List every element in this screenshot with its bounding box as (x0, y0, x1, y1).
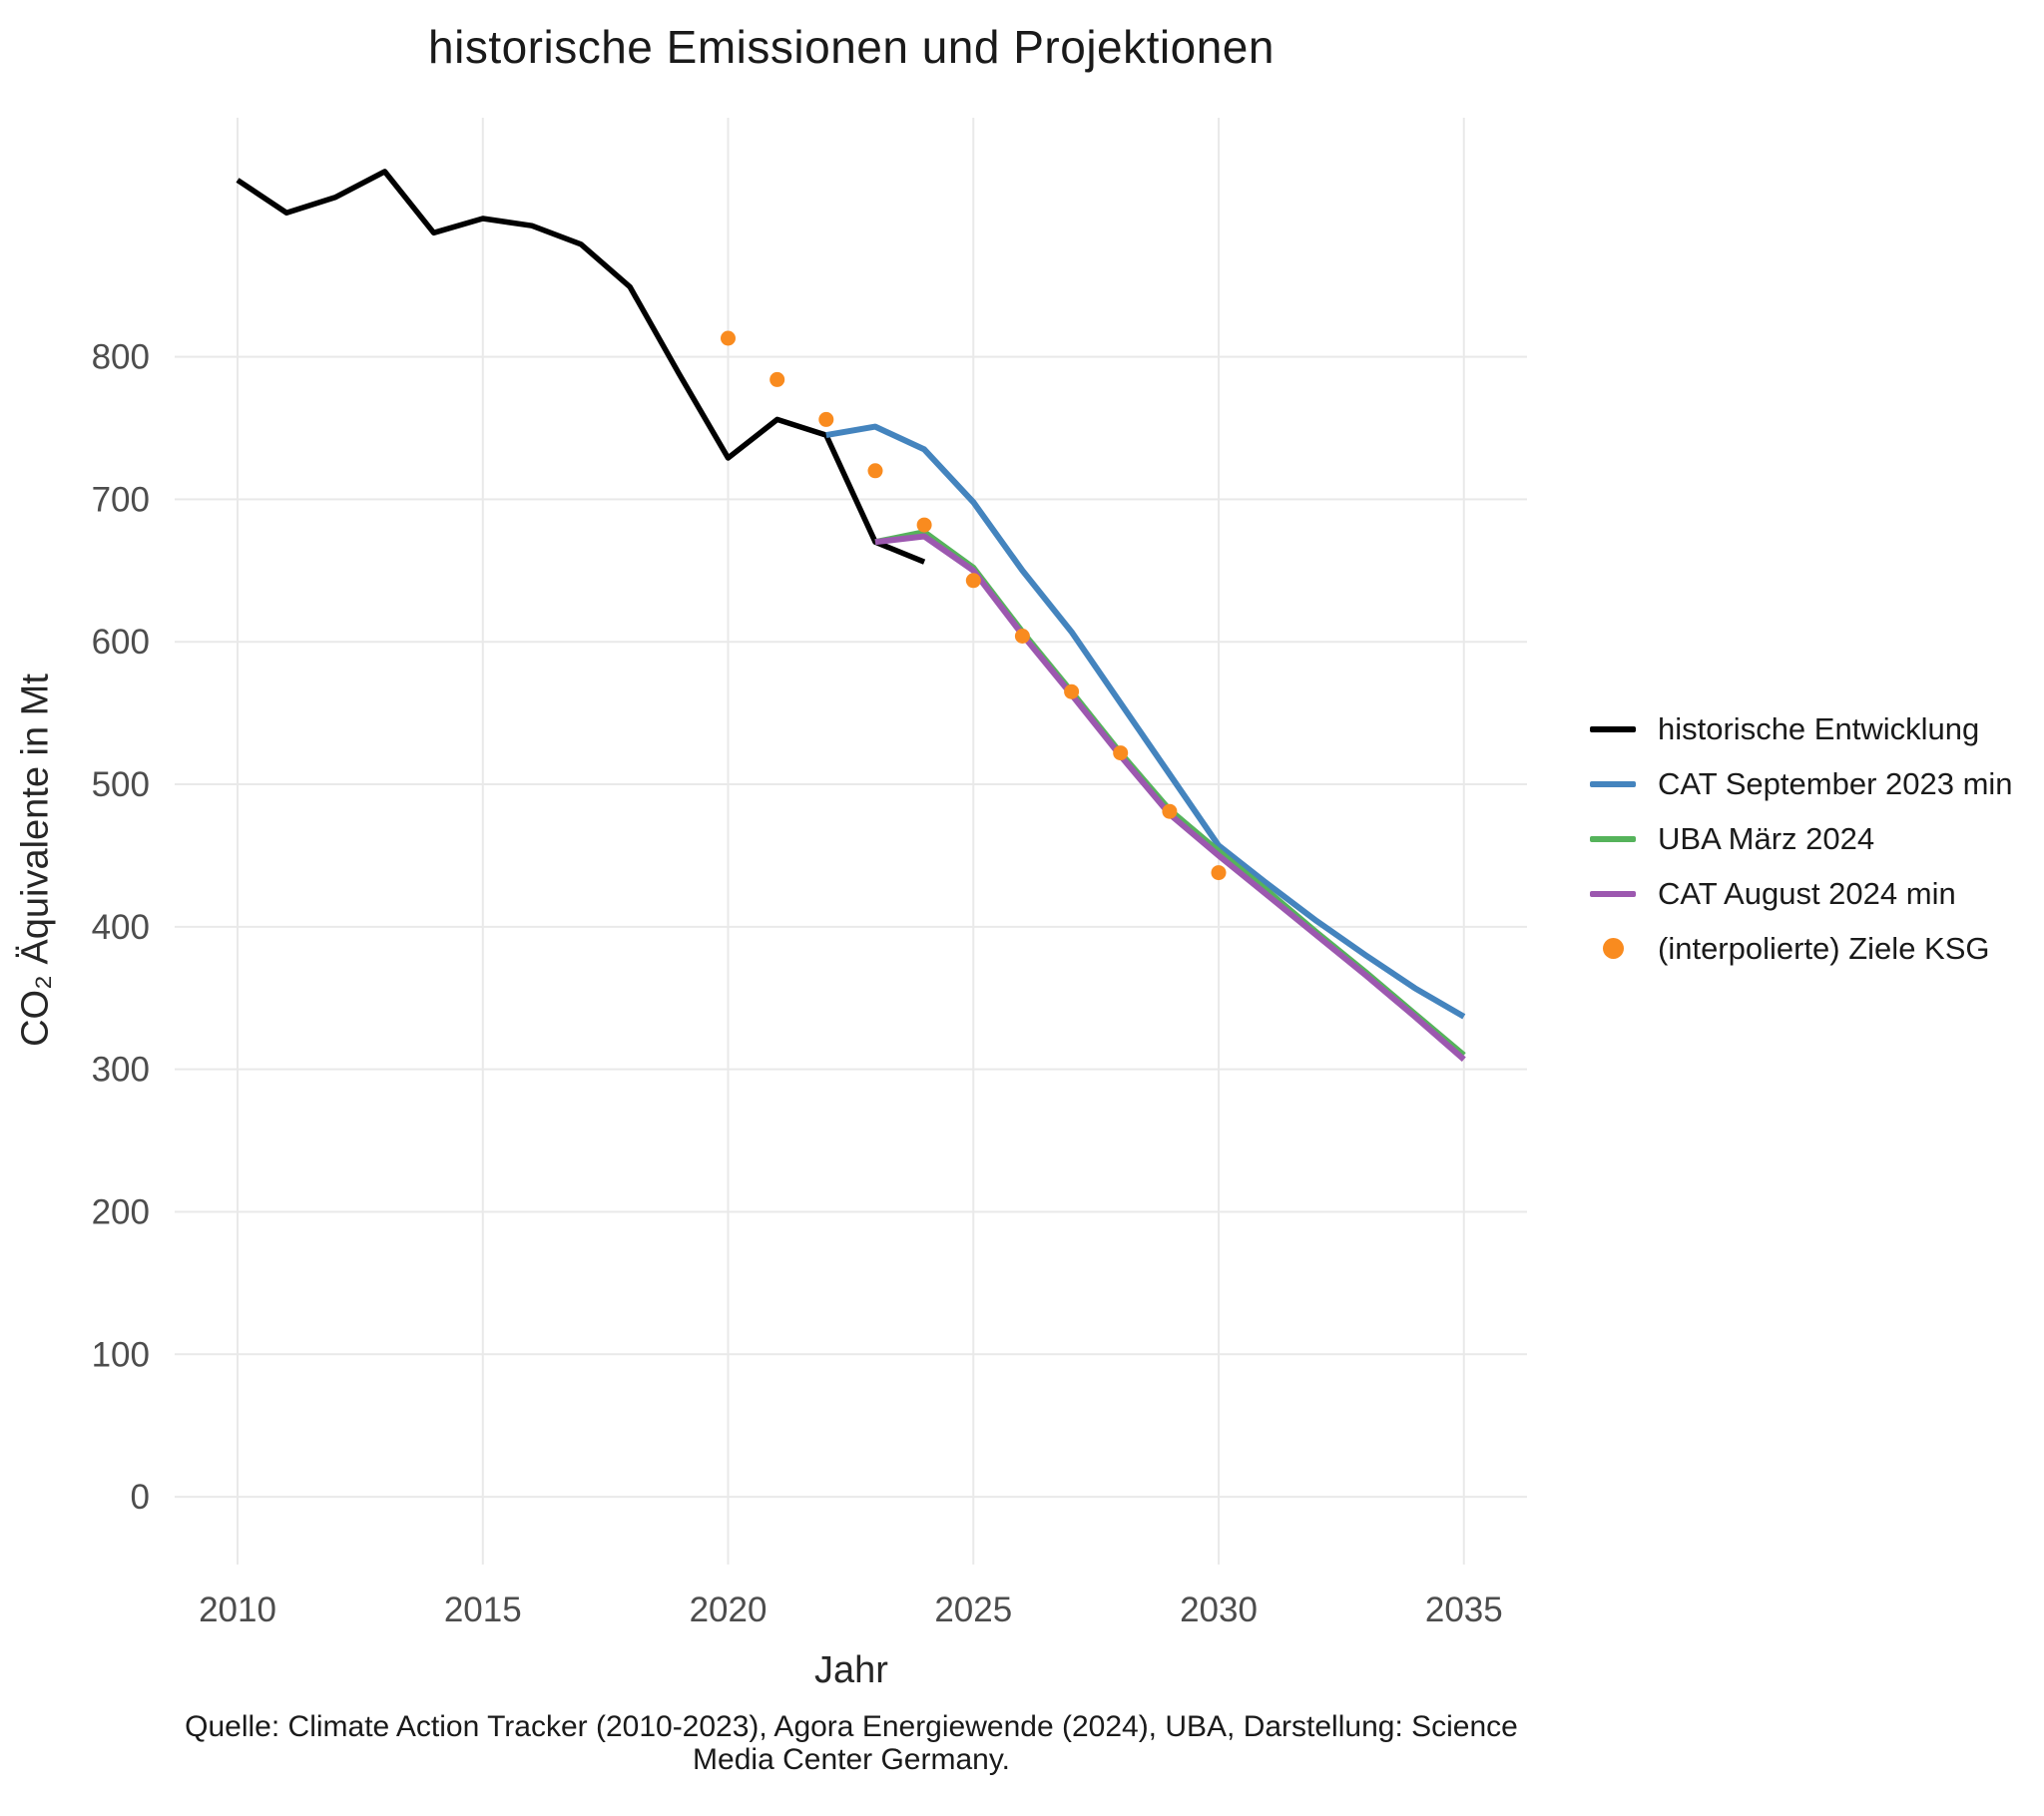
y-tick-label: 400 (92, 908, 150, 947)
legend-label: CAT August 2024 min (1658, 875, 1956, 911)
y-tick-label: 300 (92, 1051, 150, 1090)
legend-label: CAT September 2023 min (1658, 765, 2013, 801)
legend-item-cat-september-2023: CAT September 2023 min (1590, 756, 2013, 811)
legend: historische Entwicklung CAT September 20… (1590, 701, 2013, 976)
y-tick-label: 500 (92, 765, 150, 804)
y-tick-label: 600 (92, 623, 150, 662)
y-tick-label: 800 (92, 338, 150, 377)
dot-swatch-icon (1590, 938, 1636, 959)
y-axis-title: CO₂ Äquivalente in Mt (14, 674, 57, 1047)
source-caption: Quelle: Climate Action Tracker (2010-202… (175, 1710, 1528, 1776)
ksg-target-point (769, 371, 785, 387)
line-swatch-icon (1590, 890, 1636, 897)
ksg-target-point (1211, 865, 1227, 881)
ksg-target-point (965, 573, 981, 589)
ksg-target-point (818, 411, 834, 427)
series-uba-märz-2024 (874, 529, 1466, 1058)
line-swatch-icon (1590, 780, 1636, 787)
x-tick-label: 2020 (690, 1590, 767, 1629)
x-tick-label: 2035 (1425, 1590, 1503, 1629)
series-cat-september-2023-min (825, 423, 1466, 1020)
legend-item-cat-august-2024: CAT August 2024 min (1590, 866, 2013, 921)
legend-item-historische-entwicklung: historische Entwicklung (1590, 701, 2013, 756)
legend-item-uba-maerz-2024: UBA März 2024 (1590, 811, 2013, 866)
legend-item-ziele-ksg: (interpolierte) Ziele KSG (1590, 921, 2013, 976)
y-tick-label: 0 (131, 1478, 150, 1517)
ksg-target-point (1064, 683, 1080, 699)
x-tick-label: 2030 (1180, 1590, 1258, 1629)
legend-label: UBA März 2024 (1658, 820, 1875, 856)
ksg-target-point (1113, 745, 1129, 761)
y-tick-label: 100 (92, 1335, 150, 1374)
ksg-target-point (916, 517, 932, 533)
x-axis-title: Jahr (814, 1649, 888, 1691)
line-swatch-icon (1590, 725, 1636, 732)
y-tick-label: 200 (92, 1192, 150, 1231)
legend-label: historische Entwicklung (1658, 710, 1980, 746)
ksg-target-point (721, 330, 736, 346)
x-tick-label: 2015 (444, 1590, 522, 1629)
legend-label: (interpolierte) Ziele KSG (1658, 930, 1990, 966)
line-swatch-icon (1590, 835, 1636, 842)
x-tick-label: 2025 (934, 1590, 1012, 1629)
ksg-target-point (1014, 629, 1030, 644)
caption-line-1: Quelle: Climate Action Tracker (2010-202… (185, 1710, 1518, 1743)
series-cat-august-2024-min (874, 533, 1466, 1062)
caption-line-2: Media Center Germany. (693, 1743, 1010, 1776)
ksg-target-point (1162, 803, 1178, 819)
series-historische-entwicklung (236, 169, 926, 565)
x-tick-label: 2010 (199, 1590, 276, 1629)
y-tick-label: 700 (92, 480, 150, 519)
ksg-target-point (867, 463, 883, 479)
chart-title: historische Emissionen und Projektionen (428, 21, 1275, 73)
